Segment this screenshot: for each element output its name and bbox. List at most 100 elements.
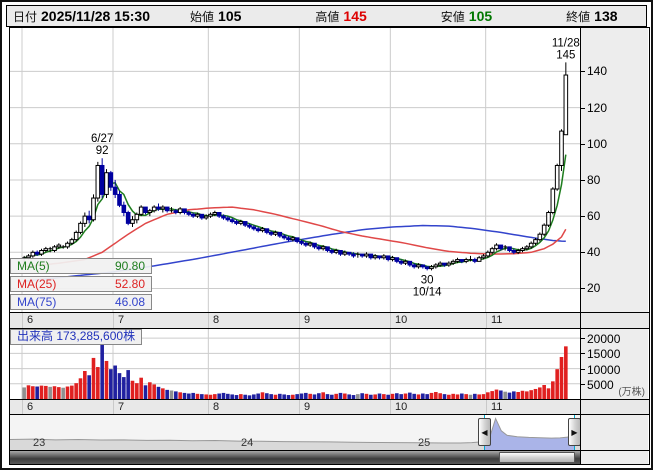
date-value: 2025/11/28 15:30 xyxy=(41,8,151,24)
nav-right-handle[interactable]: ▶ xyxy=(568,418,580,446)
price-tick-mark xyxy=(581,144,585,145)
month-tick xyxy=(113,400,114,414)
ma25-label: MA(25) xyxy=(17,277,57,291)
month-label: 10 xyxy=(395,314,408,326)
month-axis-top: 6 7 8 9 10 11 xyxy=(10,313,649,329)
ma75-value: 46.08 xyxy=(114,295,145,309)
month-tick xyxy=(208,400,209,414)
high-value: 145 xyxy=(343,8,367,24)
month-label: 6 xyxy=(27,401,34,413)
price-tick-label: 20 xyxy=(587,281,601,295)
date-label: 日付 xyxy=(13,9,38,24)
price-tick-mark xyxy=(581,71,585,72)
annotation-text: 145 xyxy=(556,49,575,61)
month-tick xyxy=(486,400,487,414)
price-chart[interactable]: MA(5) 90.80 MA(25) 52.80 MA(75) 46.08 6/… xyxy=(10,28,580,312)
open-value: 105 xyxy=(218,8,242,24)
ma5-value: 90.80 xyxy=(114,259,145,273)
scrollbar-track[interactable] xyxy=(10,451,580,464)
volume-chart-row: 出来高 173,285,600株 (万株) 20000 15000 10000 500… xyxy=(10,329,649,400)
scrollbar-row xyxy=(10,451,649,465)
open-label: 始値 xyxy=(190,9,215,24)
ma25-value: 52.80 xyxy=(114,277,145,291)
month-tick xyxy=(208,313,209,328)
month-label: 7 xyxy=(118,401,125,413)
high-label: 高値 xyxy=(315,9,340,24)
month-label: 11 xyxy=(491,314,503,326)
month-tick xyxy=(22,400,23,414)
volume-tick-mark xyxy=(581,384,585,385)
close-value: 138 xyxy=(594,8,618,24)
ma25-legend: MA(25) 52.80 xyxy=(10,276,152,292)
month-label: 11 xyxy=(491,401,503,413)
volume-axis-panel: (万株) 20000 15000 10000 5000 xyxy=(580,329,648,399)
volume-tick-mark xyxy=(581,353,585,354)
chart-stack: MA(5) 90.80 MA(25) 52.80 MA(75) 46.08 6/… xyxy=(9,27,650,465)
month-label: 9 xyxy=(304,401,311,413)
low-label: 安値 xyxy=(440,9,465,24)
navigator-side-panel xyxy=(580,415,648,450)
nav-year-label: 25 xyxy=(418,437,431,449)
volume-tick-mark xyxy=(581,338,585,339)
annotation-text: 30 xyxy=(421,274,434,286)
month-tick xyxy=(22,313,23,328)
price-tick-mark xyxy=(581,288,585,289)
right-arrow-icon: ▶ xyxy=(571,427,578,437)
price-tick-label: 120 xyxy=(587,101,608,115)
nav-left-handle[interactable]: ◀ xyxy=(478,418,491,446)
volume-label: 出来高 173,285,600株 xyxy=(10,329,143,345)
volume-chart-canvas xyxy=(10,329,580,399)
price-chart-row: MA(5) 90.80 MA(25) 52.80 MA(75) 46.08 6/… xyxy=(10,28,649,313)
ma5-label: MA(5) xyxy=(17,259,50,273)
close-label: 終値 xyxy=(566,9,591,24)
scrollbar-thumb[interactable] xyxy=(499,452,575,463)
scrollbar-side-panel xyxy=(580,451,648,464)
annotation-text: 10/14 xyxy=(413,286,442,298)
left-arrow-icon: ◀ xyxy=(481,427,488,437)
month-label: 6 xyxy=(27,314,34,326)
ma5-legend: MA(5) 90.80 xyxy=(10,258,152,274)
range-navigator[interactable]: ◀ ▶ 23 24 25 xyxy=(10,415,580,450)
low-value: 105 xyxy=(468,8,493,24)
annotation-text: 6/27 xyxy=(91,133,113,145)
quote-header: 日付 2025/11/28 15:30 始値 105 高値 145 安値 105… xyxy=(6,5,647,27)
price-tick-mark xyxy=(581,252,585,253)
price-tick-label: 40 xyxy=(587,245,601,259)
price-tick-label: 100 xyxy=(587,137,608,151)
nav-year-label: 23 xyxy=(33,437,46,449)
month-tick xyxy=(299,400,300,414)
month-axis-bottom: 6 7 8 9 10 11 xyxy=(10,400,649,415)
nav-year-label: 24 xyxy=(241,437,254,449)
month-label: 8 xyxy=(213,314,220,326)
month-tick xyxy=(113,313,114,328)
volume-tick-label: 15000 xyxy=(587,347,621,361)
price-tick-label: 60 xyxy=(587,209,601,223)
month-tick xyxy=(390,400,391,414)
navigator-row: ◀ ▶ 23 24 25 xyxy=(10,415,649,451)
ma75-label: MA(75) xyxy=(17,295,57,309)
volume-tick-label: 20000 xyxy=(587,332,621,346)
price-tick-mark xyxy=(581,108,585,109)
month-label: 7 xyxy=(118,314,125,326)
volume-tick-label: 10000 xyxy=(587,363,621,377)
month-label: 8 xyxy=(213,401,220,413)
month-tick xyxy=(299,313,300,328)
annotation-text: 92 xyxy=(96,145,109,157)
volume-unit-label: (万株) xyxy=(618,387,645,398)
price-axis-panel: 20 40 60 80 100 120 140 xyxy=(580,28,648,312)
annotation-text: 11/28 xyxy=(552,37,580,49)
price-tick-label: 140 xyxy=(587,64,608,78)
volume-chart[interactable]: 出来高 173,285,600株 xyxy=(10,329,580,399)
ma75-legend: MA(75) 46.08 xyxy=(10,294,152,310)
month-tick xyxy=(390,313,391,328)
month-tick xyxy=(486,313,487,328)
month-label: 9 xyxy=(304,314,311,326)
price-tick-label: 80 xyxy=(587,173,601,187)
month-label: 10 xyxy=(395,401,408,413)
price-tick-mark xyxy=(581,180,585,181)
volume-tick-mark xyxy=(581,369,585,370)
price-tick-mark xyxy=(581,216,585,217)
volume-tick-label: 5000 xyxy=(587,378,614,392)
